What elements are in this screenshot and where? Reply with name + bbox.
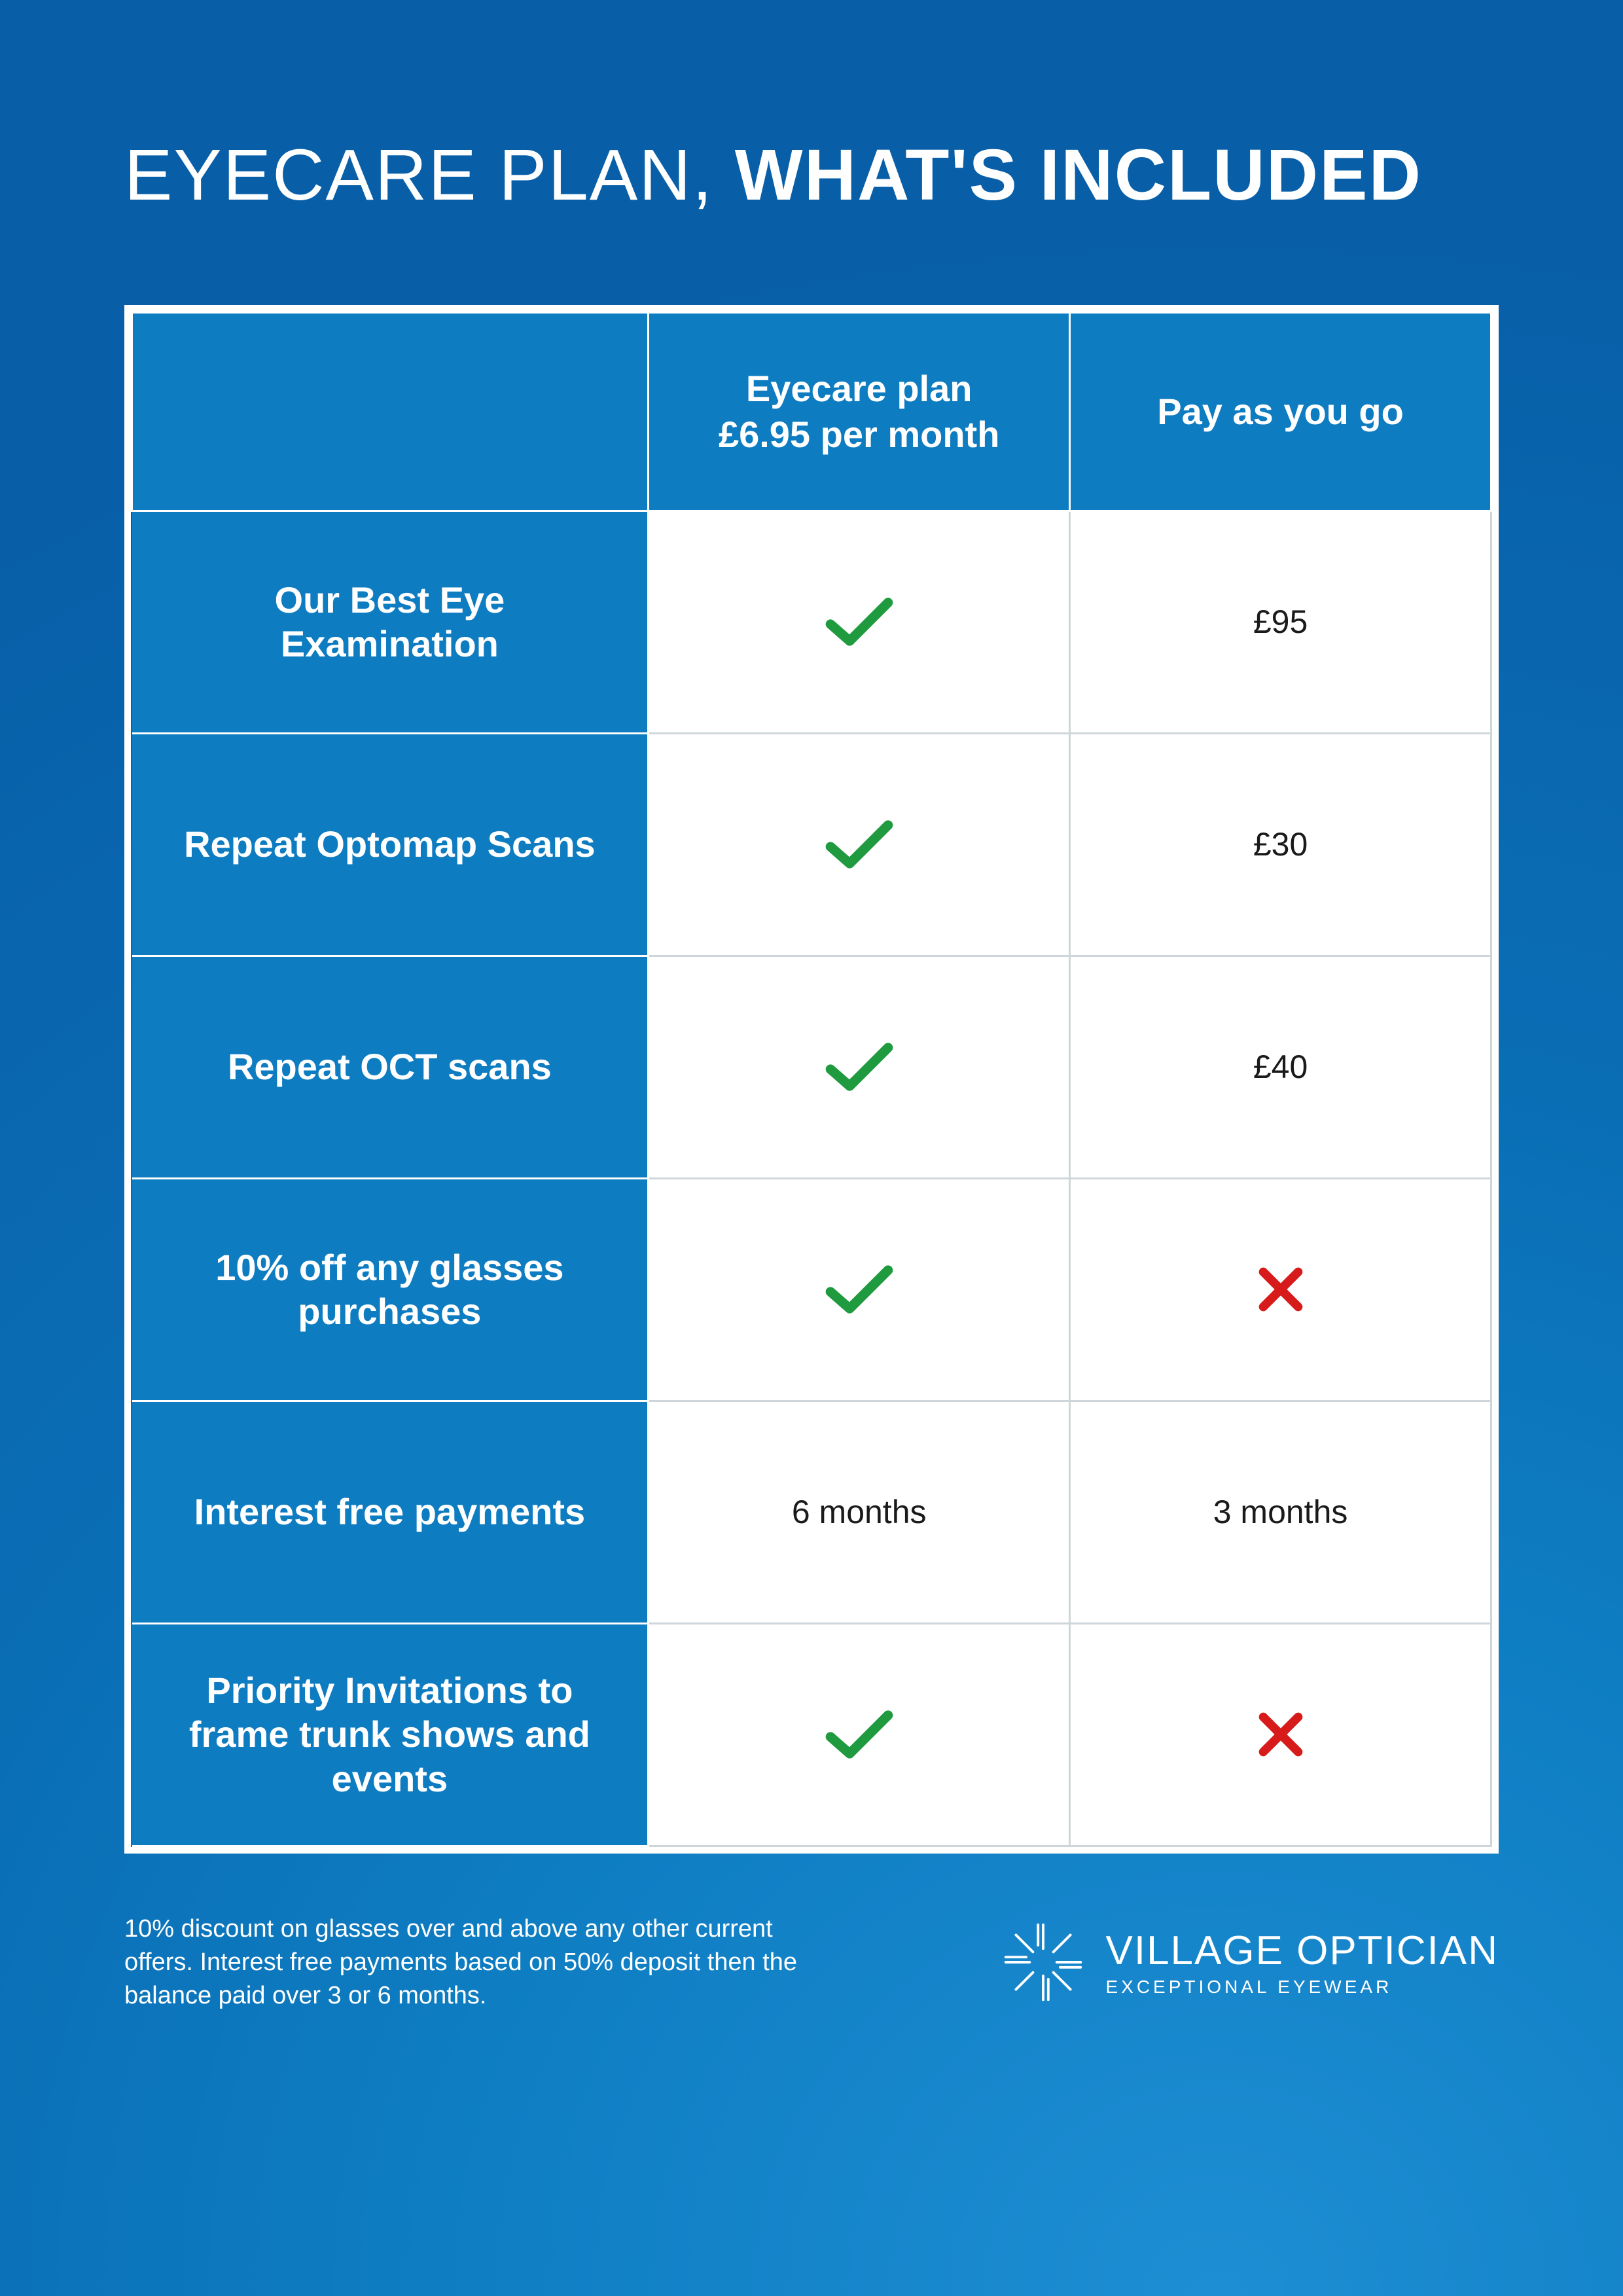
payg-cell: £95 (1070, 511, 1491, 733)
title-light: EYECARE PLAN, (124, 135, 735, 215)
brand-lockup: VILLAGE OPTICIAN EXCEPTIONAL EYEWEAR (1001, 1920, 1499, 2005)
cross-icon (1084, 1263, 1477, 1316)
check-icon (662, 1260, 1056, 1319)
table-row: Our Best Eye Examination £95 (132, 511, 1491, 733)
comparison-table: Eyecare plan £6.95 per month Pay as you … (131, 312, 1492, 1847)
comparison-table-wrap: Eyecare plan £6.95 per month Pay as you … (124, 305, 1499, 1854)
header-payg: Pay as you go (1070, 312, 1491, 511)
table-row: 10% off any glasses purchases (132, 1178, 1491, 1401)
check-icon (662, 1037, 1056, 1096)
cell-text: 6 months (792, 1494, 927, 1530)
table-row: Repeat OCT scans £40 (132, 956, 1491, 1178)
plan-cell (649, 956, 1070, 1178)
row-label: Priority Invitations to frame trunk show… (132, 1623, 649, 1846)
check-icon (662, 815, 1056, 874)
table-row: Repeat Optomap Scans £30 (132, 733, 1491, 956)
cell-text: £30 (1253, 826, 1308, 863)
table-row: Priority Invitations to frame trunk show… (132, 1623, 1491, 1846)
row-label: 10% off any glasses purchases (132, 1178, 649, 1401)
row-label: Our Best Eye Examination (132, 511, 649, 733)
plan-cell: 6 months (649, 1401, 1070, 1623)
row-label: Repeat Optomap Scans (132, 733, 649, 956)
plan-cell (649, 1178, 1070, 1401)
payg-cell (1070, 1623, 1491, 1846)
title-bold: WHAT'S INCLUDED (735, 135, 1422, 215)
header-plan: Eyecare plan £6.95 per month (649, 312, 1070, 511)
brand-starburst-icon (1001, 1920, 1086, 2005)
cell-text: £40 (1253, 1049, 1308, 1085)
payg-cell (1070, 1178, 1491, 1401)
check-icon (662, 592, 1056, 651)
brand-tagline: EXCEPTIONAL EYEWEAR (1105, 1977, 1499, 1998)
check-icon (662, 1705, 1056, 1764)
footer: 10% discount on glasses over and above a… (124, 1854, 1499, 2013)
cell-text: 3 months (1213, 1494, 1348, 1530)
disclaimer-text: 10% discount on glasses over and above a… (124, 1912, 812, 2013)
row-label: Repeat OCT scans (132, 956, 649, 1178)
header-empty (132, 312, 649, 511)
payg-cell: 3 months (1070, 1401, 1491, 1623)
plan-cell (649, 511, 1070, 733)
plan-cell (649, 733, 1070, 956)
page-title: EYECARE PLAN, WHAT'S INCLUDED (124, 137, 1499, 213)
table-row: Interest free payments 6 months 3 months (132, 1401, 1491, 1623)
payg-cell: £40 (1070, 956, 1491, 1178)
payg-cell: £30 (1070, 733, 1491, 956)
header-plan-line1: Eyecare plan (746, 368, 972, 409)
cross-icon (1084, 1708, 1477, 1761)
cell-text: £95 (1253, 603, 1308, 640)
brand-name: VILLAGE OPTICIAN (1105, 1928, 1499, 1974)
brand-text: VILLAGE OPTICIAN EXCEPTIONAL EYEWEAR (1105, 1928, 1499, 1998)
row-label: Interest free payments (132, 1401, 649, 1623)
header-plan-line2: £6.95 per month (719, 414, 999, 455)
plan-cell (649, 1623, 1070, 1846)
